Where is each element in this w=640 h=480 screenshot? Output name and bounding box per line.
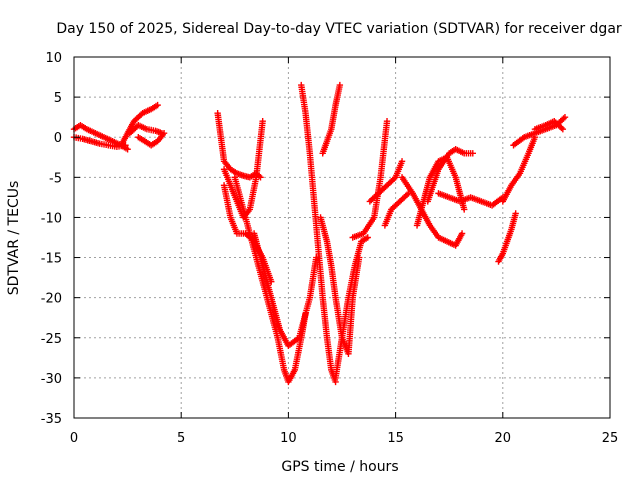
data-point <box>458 230 466 237</box>
point-series <box>135 130 168 149</box>
axis-ticks <box>73 56 611 419</box>
plot-frame <box>73 56 611 419</box>
data-point <box>560 115 567 122</box>
y-tick-label: -25 <box>41 332 62 347</box>
y-tick-label: 5 <box>54 91 62 106</box>
y-tick-label: 0 <box>54 131 62 146</box>
point-series <box>349 117 391 241</box>
data-point <box>124 146 131 153</box>
data-point <box>403 191 411 198</box>
point-series <box>381 190 412 229</box>
point-series <box>424 146 476 205</box>
point-series <box>250 230 320 349</box>
point-series <box>298 81 339 386</box>
y-axis-label: SDTVAR / TECUs <box>6 181 22 296</box>
y-tick-labels: 10 5 0 -5 -10 -15 -20 -25 -30 -35 <box>41 51 62 427</box>
y-tick-label: 10 <box>45 51 62 66</box>
y-tick-label: -15 <box>41 252 62 267</box>
data-points <box>70 81 569 386</box>
y-tick-label: -10 <box>41 211 62 226</box>
x-axis-label: GPS time / hours <box>281 459 398 475</box>
x-tick-label: 20 <box>495 431 512 446</box>
x-tick-labels: 0 5 10 15 20 25 <box>70 431 618 446</box>
point-series <box>413 154 468 229</box>
chart-title: Day 150 of 2025, Sidereal Day-to-day VTE… <box>56 21 622 37</box>
data-point <box>336 81 344 89</box>
data-point <box>558 124 565 132</box>
y-tick-label: -20 <box>41 292 62 307</box>
point-series <box>319 81 344 157</box>
data-point <box>364 234 371 241</box>
data-point <box>390 175 398 182</box>
data-point <box>154 101 161 109</box>
data-point <box>561 113 569 121</box>
x-tick-label: 10 <box>280 431 297 446</box>
y-tick-label: -35 <box>41 412 62 427</box>
x-tick-label: 25 <box>602 431 619 446</box>
x-tick-label: 5 <box>177 431 185 446</box>
point-series <box>495 210 519 265</box>
data-point <box>512 210 519 217</box>
point-series <box>499 134 539 205</box>
point-series <box>510 113 569 149</box>
point-series <box>435 190 506 209</box>
point-series <box>332 234 371 382</box>
point-series <box>398 174 466 249</box>
grid-lines <box>74 57 610 418</box>
x-tick-label: 0 <box>70 431 78 446</box>
point-series <box>126 121 166 137</box>
data-point <box>259 117 266 125</box>
point-series <box>220 117 266 221</box>
point-series <box>366 158 406 205</box>
y-tick-label: -5 <box>49 171 62 186</box>
data-point <box>559 126 567 133</box>
point-series <box>70 121 131 153</box>
x-tick-label: 15 <box>387 431 404 446</box>
data-point <box>398 158 406 165</box>
point-series <box>231 174 309 386</box>
data-point <box>469 150 476 157</box>
data-point <box>461 206 468 213</box>
data-point <box>158 130 166 137</box>
data-point <box>383 117 391 125</box>
point-series <box>531 117 567 133</box>
y-tick-label: -30 <box>41 372 62 387</box>
